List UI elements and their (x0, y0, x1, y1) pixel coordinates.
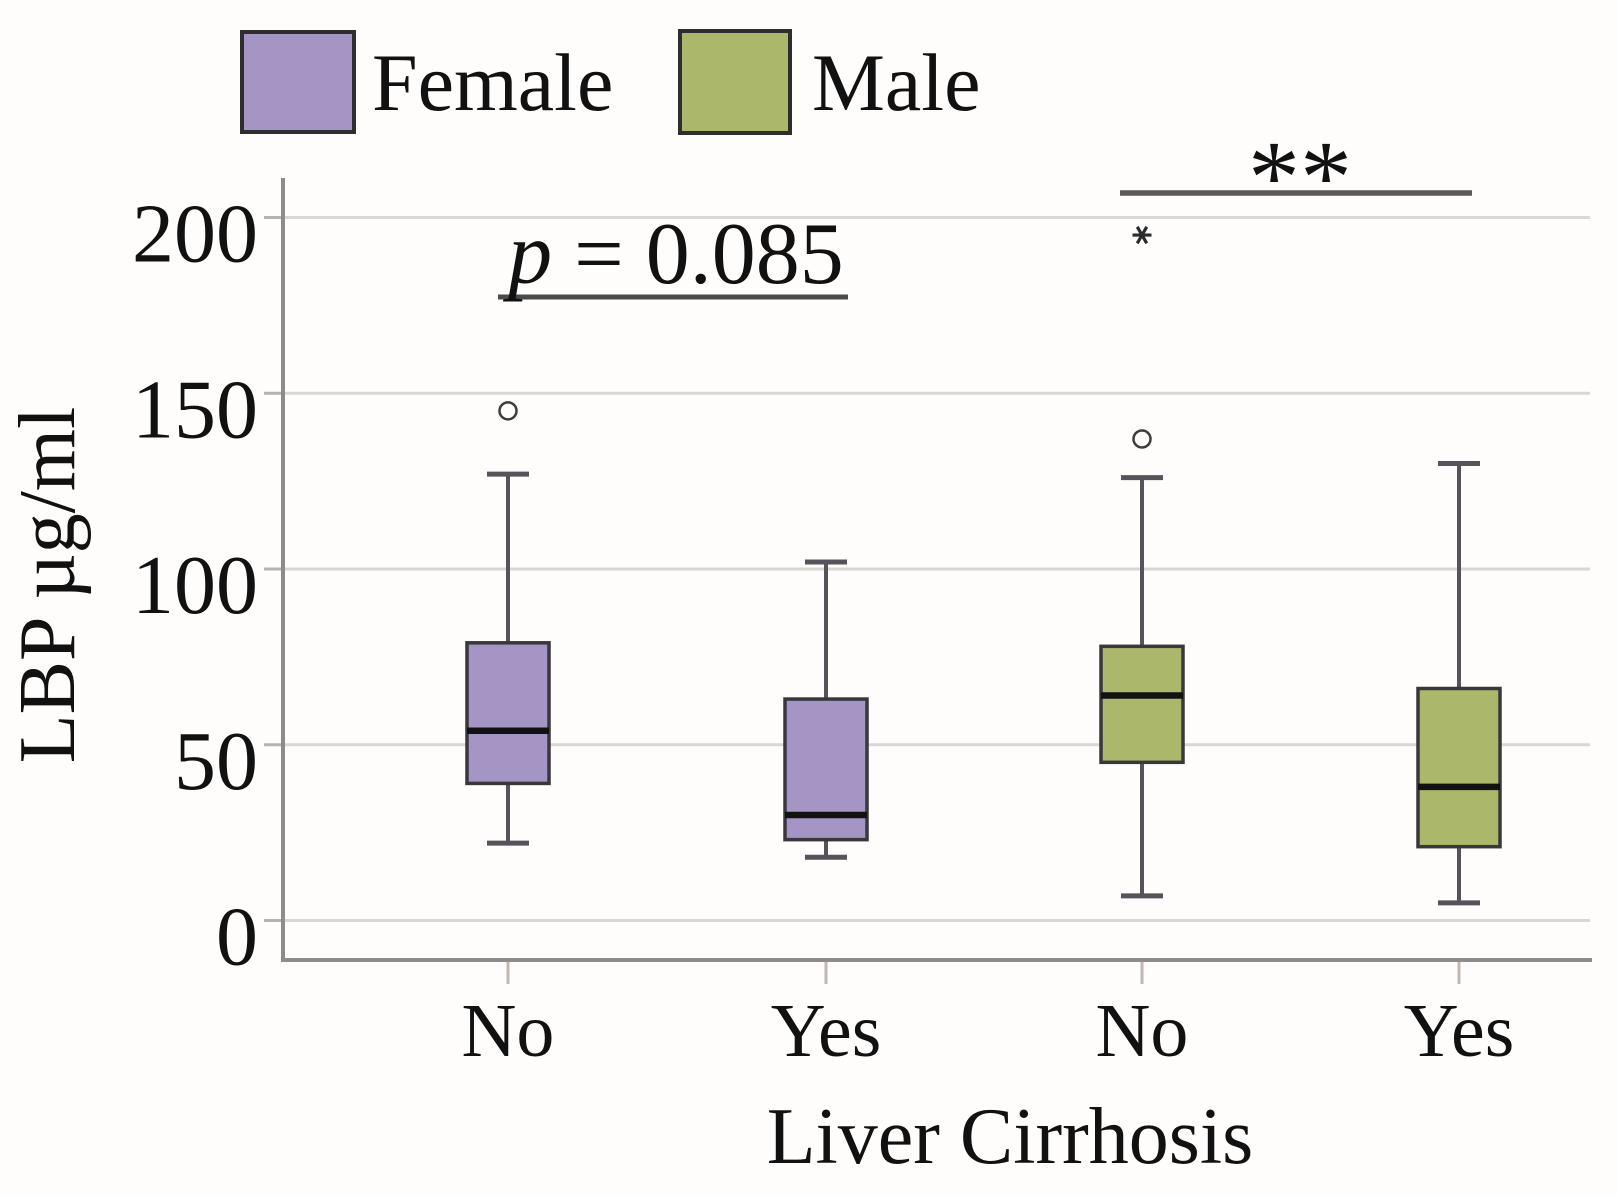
significance-comparison: ** (1120, 120, 1472, 235)
iqr-box-female-no (465, 641, 551, 786)
p-value-comparison: p = 0.085 (498, 206, 848, 303)
legend-swatch-male (678, 29, 792, 135)
significance-asterisks: ** (1248, 120, 1352, 235)
p-value-annotation: p = 0.085 (502, 206, 844, 303)
legend-label-female: Female (372, 37, 613, 128)
y-axis-ticks: 0 50 100 150 200 (132, 188, 283, 984)
x-axis-ticks: No Yes No Yes (462, 962, 1515, 1073)
x-category-label: No (462, 989, 555, 1073)
legend: Female Male (240, 29, 980, 135)
gridlines (283, 216, 1590, 922)
boxplot-boxes (465, 461, 1502, 906)
y-tick-label: 150 (132, 363, 258, 456)
outlier-star (1135, 226, 1149, 245)
iqr-box-male-yes (1416, 686, 1502, 849)
p-value-italic-p: p (502, 206, 552, 303)
y-axis-title: LBP µg/ml (4, 407, 92, 764)
outlier-markers (498, 226, 1152, 449)
x-category-label: Yes (771, 989, 882, 1073)
x-category-label: Yes (1404, 989, 1515, 1073)
y-tick-label: 200 (132, 188, 258, 281)
y-tick-label: 0 (216, 891, 258, 984)
p-value-rest: = 0.085 (552, 206, 844, 303)
outlier-circle (498, 401, 518, 421)
outlier-circle (1132, 429, 1152, 449)
iqr-box-male-no (1099, 644, 1185, 765)
y-tick-label: 100 (132, 539, 258, 632)
legend-swatch-female (240, 30, 356, 134)
axes-frame (281, 178, 1592, 962)
iqr-box-female-yes (783, 697, 869, 842)
y-tick-label: 50 (174, 715, 258, 808)
legend-label-male: Male (812, 37, 980, 128)
x-category-label: No (1096, 989, 1189, 1073)
x-axis-title: Liver Cirrhosis (767, 1093, 1254, 1181)
